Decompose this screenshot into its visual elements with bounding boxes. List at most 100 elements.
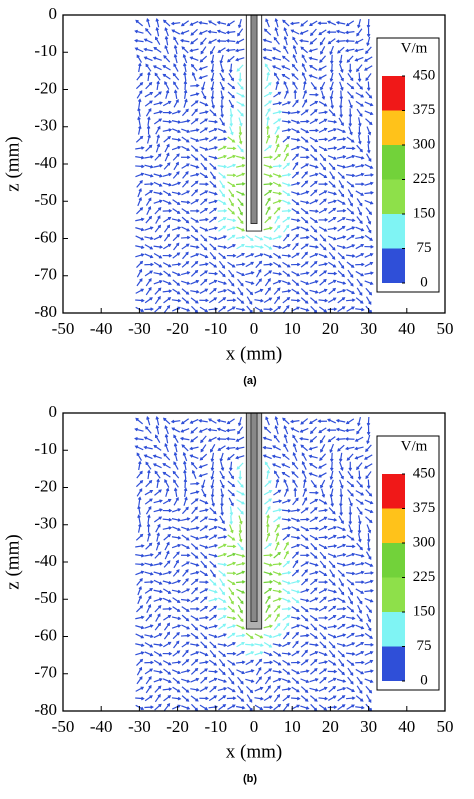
- field-arrow: [155, 415, 160, 426]
- field-arrow: [135, 217, 145, 222]
- field-arrow: [217, 199, 227, 205]
- field-arrow: [254, 253, 264, 258]
- field-arrow: [347, 269, 354, 278]
- field-arrow: [153, 516, 163, 523]
- field-arrow: [210, 488, 215, 499]
- field-arrow: [357, 604, 363, 614]
- field-arrow: [318, 253, 328, 259]
- field-arrow: [199, 288, 209, 294]
- field-arrow: [199, 270, 208, 277]
- field-arrow: [329, 470, 334, 481]
- field-arrow: [327, 518, 338, 522]
- field-arrow: [310, 507, 318, 514]
- field-arrow: [329, 90, 334, 100]
- field-arrow: [219, 117, 225, 127]
- field-arrow: [144, 253, 154, 259]
- field-arrow: [318, 525, 328, 531]
- field-arrow: [216, 418, 227, 423]
- field-arrow: [254, 686, 264, 692]
- field-arrow: [364, 651, 374, 656]
- field-arrow: [281, 687, 292, 691]
- colorbar-label: 300: [413, 534, 436, 550]
- field-arrow: [291, 198, 300, 206]
- field-arrow: [181, 280, 191, 285]
- field-arrow: [181, 155, 191, 160]
- field-arrow: [170, 21, 181, 26]
- field-arrow: [336, 208, 347, 213]
- field-arrow: [266, 469, 270, 480]
- field-arrow: [309, 245, 319, 249]
- field-arrow: [153, 633, 163, 639]
- field-arrow: [162, 65, 171, 71]
- field-arrow: [245, 643, 255, 647]
- field-arrow: [162, 100, 172, 107]
- field-arrow: [171, 128, 182, 134]
- field-arrow: [337, 444, 345, 452]
- field-arrow: [181, 561, 190, 567]
- field-arrow: [181, 145, 191, 152]
- field-arrow: [135, 19, 144, 27]
- field-arrow: [346, 534, 355, 541]
- field-arrow: [226, 571, 237, 576]
- field-arrow: [144, 624, 154, 629]
- field-arrow: [263, 226, 273, 231]
- field-arrow: [219, 54, 224, 65]
- field-arrow: [226, 453, 235, 461]
- field-arrow: [300, 526, 310, 532]
- field-arrow: [153, 245, 164, 249]
- field-arrow: [328, 659, 337, 666]
- field-arrow: [218, 587, 226, 596]
- field-arrow: [162, 678, 172, 684]
- colorbar-band: [382, 577, 405, 612]
- field-arrow: [135, 686, 145, 692]
- field-arrow: [144, 297, 153, 304]
- field-arrow: [198, 21, 208, 25]
- field-arrow: [236, 182, 246, 186]
- field-arrow: [308, 56, 318, 61]
- field-arrow: [337, 623, 346, 630]
- field-arrow: [190, 118, 199, 125]
- field-arrow: [153, 191, 164, 196]
- field-arrow: [181, 517, 191, 522]
- field-arrow: [264, 614, 272, 622]
- field-arrow: [190, 461, 198, 470]
- field-arrow: [256, 666, 262, 676]
- field-arrow: [137, 514, 141, 524]
- field-arrow: [147, 469, 151, 480]
- field-arrow: [309, 490, 319, 495]
- field-arrow: [291, 171, 300, 179]
- field-arrow: [272, 101, 283, 106]
- field-arrow: [291, 262, 301, 267]
- field-arrow: [320, 479, 326, 489]
- field-arrow: [237, 216, 244, 225]
- field-arrow: [346, 544, 356, 549]
- field-arrow: [301, 71, 307, 81]
- field-arrow: [209, 180, 217, 188]
- field-arrow: [273, 72, 280, 81]
- field-arrow: [162, 280, 172, 286]
- field-arrow: [228, 676, 235, 685]
- field-arrow: [135, 235, 145, 241]
- field-arrow: [346, 244, 356, 249]
- field-arrow: [145, 286, 152, 296]
- field-arrow: [347, 91, 354, 99]
- field-arrow: [198, 472, 208, 478]
- field-arrow: [291, 536, 301, 540]
- field-arrow: [135, 227, 145, 232]
- field-arrow: [354, 454, 364, 460]
- field-arrow: [281, 65, 291, 71]
- field-arrow: [163, 453, 171, 461]
- field-arrow: [327, 633, 337, 639]
- field-arrow: [318, 101, 328, 107]
- field-arrow: [236, 101, 245, 107]
- field-arrow: [181, 226, 191, 232]
- y-tick-label: -30: [34, 514, 57, 533]
- field-arrow: [348, 461, 353, 472]
- field-arrow: [199, 570, 209, 577]
- field-arrow: [154, 703, 162, 711]
- field-arrow: [181, 641, 190, 648]
- field-arrow: [327, 136, 337, 142]
- field-arrow: [162, 660, 172, 666]
- field-arrow: [365, 471, 372, 480]
- field-arrow: [300, 235, 310, 240]
